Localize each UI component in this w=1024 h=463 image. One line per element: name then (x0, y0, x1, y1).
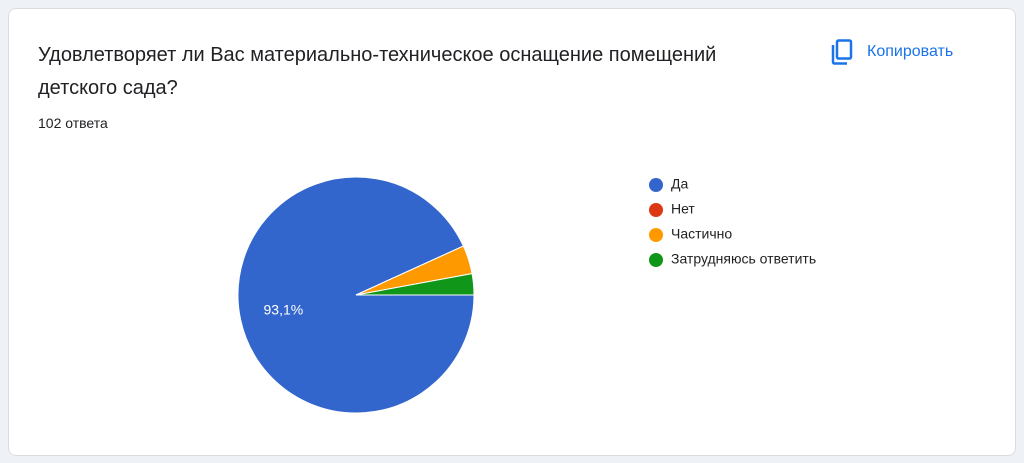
copy-button[interactable]: Копировать (831, 35, 953, 69)
legend-marker (649, 178, 663, 192)
chart: 93,1% Да Нет Частично Затрудняюсь ответить (237, 176, 816, 414)
pie-slice (355, 273, 475, 296)
legend-marker (649, 203, 663, 217)
slice-label: 93,1% (264, 301, 304, 317)
legend-label: Частично (671, 226, 732, 242)
legend-label: Затрудняюсь ответить (671, 251, 816, 267)
question-title: Удовлетворяет ли Вас материально-техниче… (38, 44, 717, 99)
copy-icon (831, 39, 853, 65)
copy-label[interactable]: Копировать (867, 43, 954, 60)
legend-marker (649, 228, 663, 242)
legend-label: Нет (671, 201, 695, 217)
legend-marker (649, 253, 663, 267)
legend-label: Да (671, 176, 688, 192)
response-count: 102 ответа (38, 115, 108, 131)
card: Удовлетворяет ли Вас материально-техниче… (8, 8, 1016, 456)
